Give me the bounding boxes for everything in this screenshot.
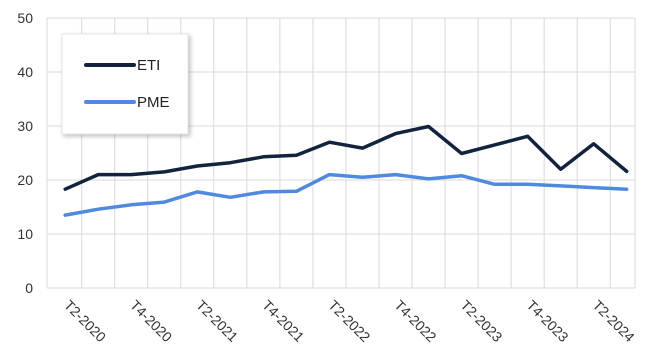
x-tick-label: T2-2024	[590, 297, 638, 345]
x-tick-label: T2-2021	[193, 297, 241, 345]
chart-legend: ETI PME	[61, 33, 189, 135]
legend-label-pme: PME	[137, 94, 170, 111]
x-tick-label: T2-2023	[457, 297, 505, 345]
y-tick-label: 20	[17, 172, 33, 188]
series-line-eti	[63, 124, 629, 191]
chart-series	[63, 124, 629, 217]
chart-grid	[46, 17, 636, 289]
y-tick-label: 0	[25, 280, 33, 296]
legend-label-eti: ETI	[137, 57, 160, 74]
x-tick-label: T4-2021	[259, 297, 307, 345]
x-tick-label: T4-2023	[524, 297, 572, 345]
y-tick-label: 40	[17, 64, 33, 80]
x-tick-label: T2-2022	[325, 297, 373, 345]
y-tick-label: 50	[17, 10, 33, 26]
x-tick-label: T2-2020	[61, 297, 109, 345]
y-axis-tick-labels: 0 10 20 30 40 50	[17, 10, 33, 296]
series-line-pme	[63, 172, 629, 217]
y-tick-label: 30	[17, 118, 33, 134]
x-tick-label: T4-2020	[127, 297, 175, 345]
x-axis-tick-labels: T2-2020 T4-2020 T2-2021 T4-2021 T2-2022 T4-20…	[61, 297, 638, 345]
x-tick-label: T4-2022	[391, 297, 439, 345]
legend-box	[61, 33, 189, 135]
y-tick-label: 10	[17, 226, 33, 242]
